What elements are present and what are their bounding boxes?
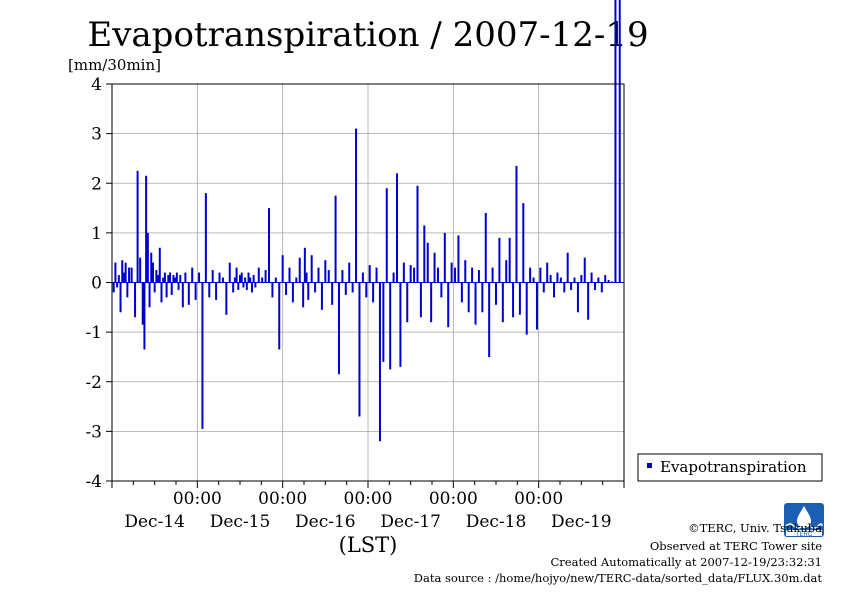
y-axis-unit-label: [mm/30min]	[68, 56, 161, 74]
data-bars	[112, 0, 624, 442]
x-time-label: 00:00	[344, 489, 393, 509]
legend: Evapotranspiration	[637, 453, 823, 482]
x-day-label: Dec-19	[551, 512, 612, 532]
x-day-label: Dec-18	[466, 512, 527, 532]
y-axis-ticks: 4 3 2 1 0 -1 -2 -3 -4	[85, 75, 112, 492]
x-day-label: Dec-15	[210, 512, 271, 532]
y-tick-label: -2	[85, 373, 102, 393]
legend-marker	[647, 463, 652, 468]
credit-copyright: ©TERC, Univ. Tsukuba	[688, 521, 822, 535]
y-tick-label: -1	[85, 323, 102, 343]
y-tick-label: 0	[91, 274, 102, 294]
grid-lines	[112, 84, 624, 481]
x-day-label: Dec-14	[124, 512, 185, 532]
x-time-label: 00:00	[514, 489, 563, 509]
x-time-label: 00:00	[258, 489, 307, 509]
y-tick-label: 2	[91, 174, 102, 194]
y-tick-label: 1	[91, 224, 102, 244]
terc-logo-icon: TERC	[784, 503, 824, 538]
credit-created: Created Automatically at 2007-12-19/23:3…	[551, 555, 823, 569]
x-time-label: 00:00	[429, 489, 478, 509]
x-time-label: 00:00	[173, 489, 222, 509]
legend-box	[637, 453, 823, 482]
x-day-label: Dec-16	[295, 512, 356, 532]
x-day-label: Dec-17	[380, 512, 441, 532]
y-tick-label: -4	[85, 472, 102, 492]
x-axis-ticks: 00:00 00:00 00:00 00:00 00:00 Dec-14 Dec-15 Dec…	[111, 481, 625, 532]
y-tick-label: -3	[85, 422, 102, 442]
legend-entry: Evapotranspiration	[660, 458, 807, 476]
chart-title: Evapotranspiration / 2007-12-19	[87, 15, 648, 55]
terc-logo-text: TERC	[796, 532, 813, 538]
x-axis-label: (LST)	[339, 533, 398, 557]
credit-observed: Observed at TERC Tower site	[650, 539, 822, 553]
y-tick-label: 4	[91, 75, 102, 95]
y-tick-label: 3	[91, 125, 102, 145]
credit-data-source: Data source : /home/hojyo/new/TERC-data/…	[414, 571, 823, 585]
